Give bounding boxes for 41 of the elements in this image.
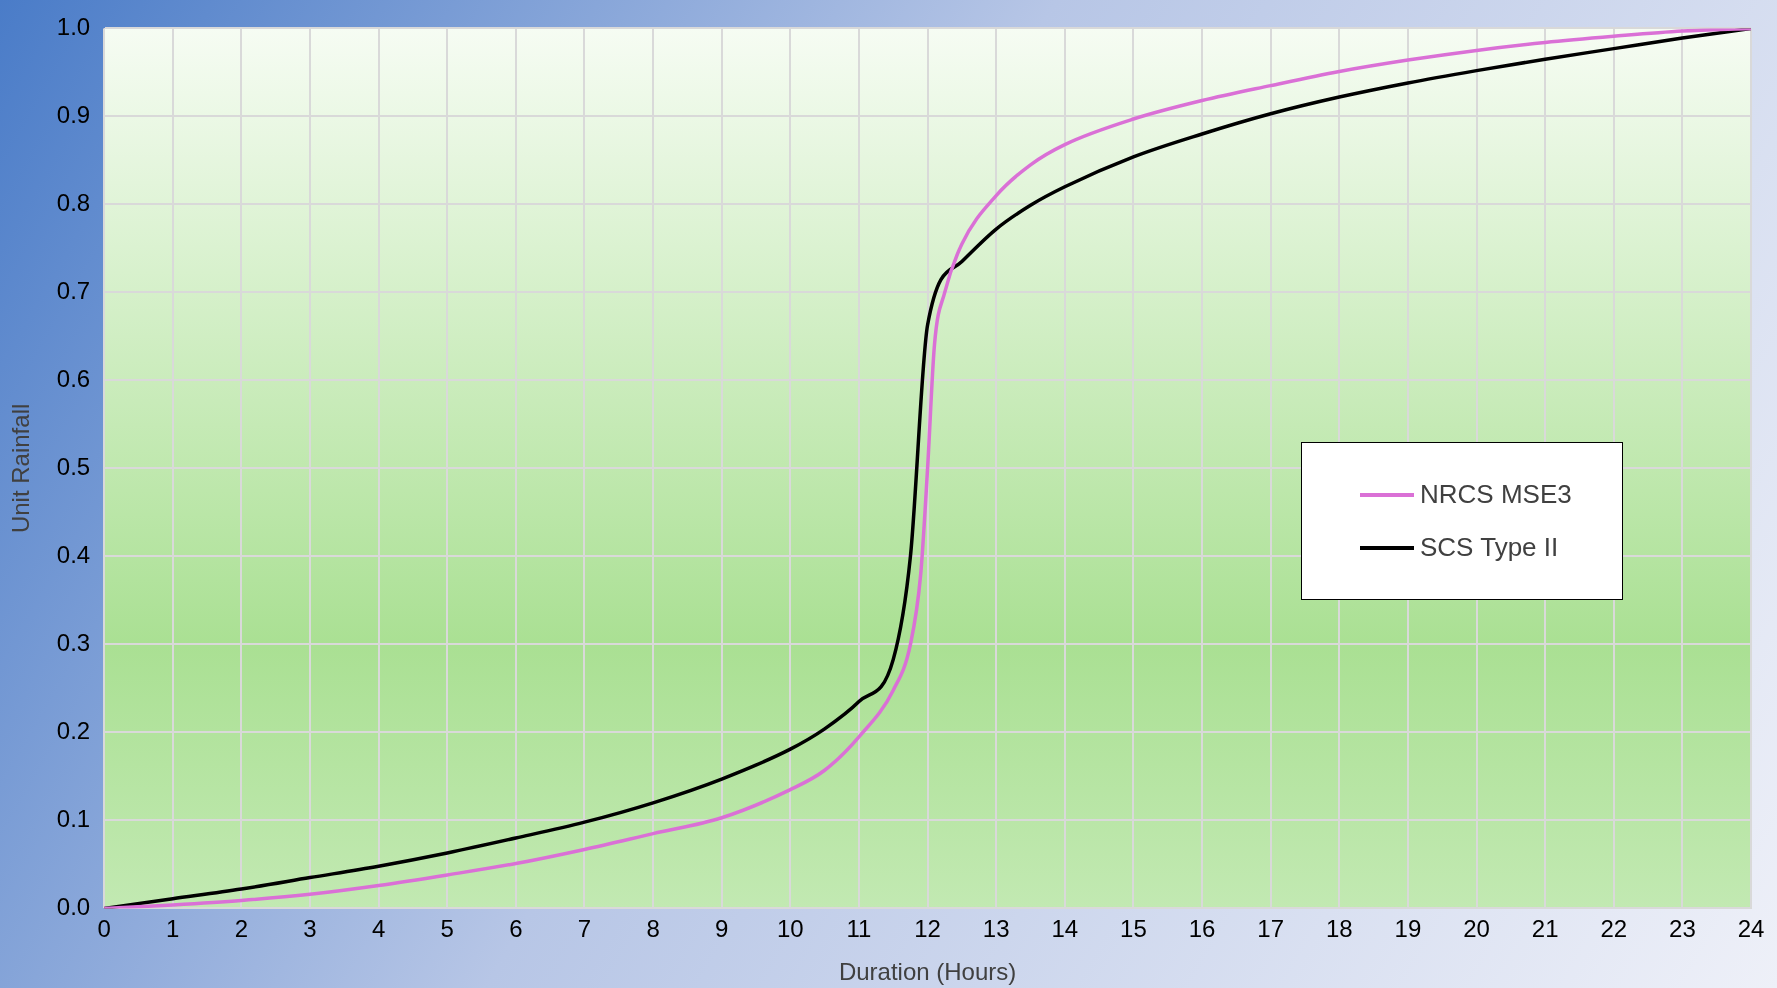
x-tick-label: 5 [440, 915, 454, 943]
x-tick-label: 16 [1188, 915, 1216, 943]
x-tick-label: 0 [97, 915, 111, 943]
x-tick-label: 22 [1600, 915, 1628, 943]
x-tick-label: 8 [646, 915, 660, 943]
x-tick-label: 24 [1737, 915, 1765, 943]
y-tick-label: 0.3 [56, 629, 91, 657]
x-tick-label: 9 [715, 915, 729, 943]
x-tick-label: 14 [1051, 915, 1079, 943]
y-tick-label: 0.6 [56, 365, 91, 393]
y-tick-label: 1.0 [56, 13, 91, 41]
x-tick-label: 19 [1394, 915, 1422, 943]
y-tick-label: 0.8 [56, 189, 91, 217]
x-tick-label: 18 [1325, 915, 1353, 943]
x-tick-label: 11 [846, 915, 872, 943]
x-tick-label: 1 [166, 915, 180, 943]
x-tick-label: 2 [234, 915, 249, 943]
y-tick-label: 0.9 [56, 101, 91, 129]
y-tick-label: 0.5 [56, 453, 91, 481]
x-tick-label: 23 [1669, 915, 1696, 943]
y-tick-label: 0.4 [56, 541, 91, 569]
x-tick-label: 10 [776, 915, 804, 943]
legend-label: NRCS MSE3 [1420, 479, 1572, 510]
legend-label: SCS Type II [1420, 532, 1559, 563]
x-tick-label: 13 [982, 915, 1010, 943]
y-tick-label: 0.0 [56, 893, 91, 921]
line-series [104, 28, 1751, 909]
x-tick-label: 20 [1463, 915, 1490, 943]
x-tick-label: 4 [371, 915, 386, 943]
y-tick-label: 0.2 [56, 717, 91, 745]
y-axis-title: Unit Rainfall [7, 403, 35, 534]
x-tick-label: 6 [509, 915, 523, 943]
x-tick-label: 21 [1531, 915, 1559, 943]
x-axis-title: Duration (Hours) [838, 958, 1017, 986]
y-tick-label: 0.7 [56, 277, 91, 305]
x-tick-label: 15 [1120, 915, 1147, 943]
x-tick-label: 3 [303, 915, 317, 943]
x-tick-label: 7 [577, 915, 592, 943]
x-tick-label: 12 [914, 915, 941, 943]
y-tick-label: 0.1 [56, 805, 91, 833]
x-tick-label: 17 [1257, 915, 1285, 943]
